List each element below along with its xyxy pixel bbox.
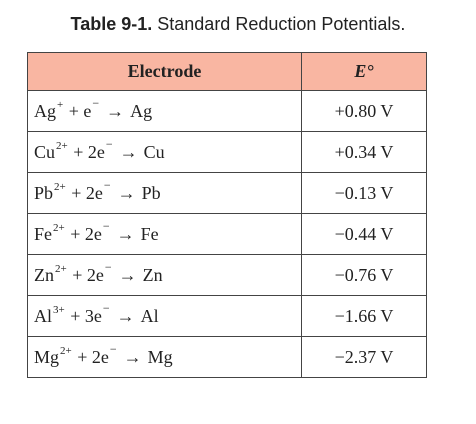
reactant-charge: 2+ [56,139,68,152]
reactant-symbol: Cu [34,141,56,162]
electron-term: + 2e [72,264,104,285]
potential-value: −2.37 V [301,336,427,378]
potential-value: +0.34 V [301,131,427,173]
reaction-arrow-icon: → [119,141,138,162]
table-header-row: Electrode E° [27,52,427,91]
potential-value: +0.80 V [301,90,427,132]
reaction-arrow-icon: → [117,182,136,203]
half-reaction-cell: Fe2+ + 2e− → Fe [27,213,302,255]
reactant-charge: 3+ [53,303,65,316]
half-reaction-cell: Zn2+ + 2e− → Zn [27,254,302,296]
reaction-arrow-icon: → [106,100,125,121]
reactant-charge: + [57,98,64,111]
half-reaction-cell: Cu2+ + 2e− → Cu [27,131,302,173]
table-row: Zn2+ + 2e− → Zn −0.76 V [27,254,427,296]
table-row: Fe2+ + 2e− → Fe −0.44 V [27,213,427,255]
potential-value: −1.66 V [301,295,427,337]
table-row: Ag+ + e− → Ag +0.80 V [27,90,427,132]
electron-charge: − [105,136,113,151]
table-caption-text: Standard Reduction Potentials. [157,14,406,34]
half-reaction-cell: Pb2+ + 2e− → Pb [27,172,302,214]
electron-term: + 2e [71,182,103,203]
half-reaction-cell: Mg2+ + 2e− → Mg [27,336,302,378]
product-symbol: Ag [130,100,153,121]
electron-charge: − [102,218,110,233]
product-symbol: Fe [140,223,159,244]
column-header-potential: E° [301,52,427,91]
table-caption: Table 9-1. Standard Reduction Potentials… [0,14,476,35]
electron-charge: − [104,259,112,274]
table-row: Mg2+ + 2e− → Mg −2.37 V [27,336,427,378]
reactant-symbol: Fe [34,223,52,244]
electron-charge: − [109,341,117,356]
reactant-symbol: Ag [34,100,56,121]
product-symbol: Al [140,305,159,326]
half-reaction-cell: Ag+ + e− → Ag [27,90,302,132]
half-reaction-cell: Al3+ + 3e− → Al [27,295,302,337]
product-symbol: Pb [141,182,161,203]
product-symbol: Cu [143,141,165,162]
reactant-symbol: Mg [34,346,60,367]
reactant-symbol: Zn [34,264,54,285]
electron-term: + 2e [77,346,109,367]
potential-value: −0.13 V [301,172,427,214]
product-symbol: Mg [147,346,173,367]
reaction-arrow-icon: → [123,346,142,367]
reaction-arrow-icon: → [118,264,137,285]
electron-charge: − [102,300,110,315]
potential-value: −0.44 V [301,213,427,255]
electron-term: + 3e [70,305,102,326]
reduction-potentials-table: Electrode E° Ag+ + e− → Ag +0.80 V Cu2+ + 2e… [27,52,427,378]
table-row: Pb2+ + 2e− → Pb −0.13 V [27,172,427,214]
reactant-symbol: Al [34,305,52,326]
reactant-symbol: Pb [34,182,54,203]
reactant-charge: 2+ [55,262,67,275]
potential-value: −0.76 V [301,254,427,296]
reactant-charge: 2+ [54,180,66,193]
reaction-arrow-icon: → [116,223,135,244]
table-body: Ag+ + e− → Ag +0.80 V Cu2+ + 2e− → Cu +0.34 V Pb… [27,90,427,378]
column-header-electrode: Electrode [27,52,302,91]
reactant-charge: 2+ [60,344,72,357]
table-row: Cu2+ + 2e− → Cu +0.34 V [27,131,427,173]
reaction-arrow-icon: → [116,305,135,326]
electron-charge: − [92,95,100,110]
electron-charge: − [103,177,111,192]
table-caption-label: Table 9-1. [70,14,153,34]
table-row: Al3+ + 3e− → Al −1.66 V [27,295,427,337]
electron-term: + e [68,100,92,121]
electron-term: + 2e [70,223,102,244]
reactant-charge: 2+ [53,221,65,234]
product-symbol: Zn [142,264,163,285]
electron-term: + 2e [73,141,105,162]
